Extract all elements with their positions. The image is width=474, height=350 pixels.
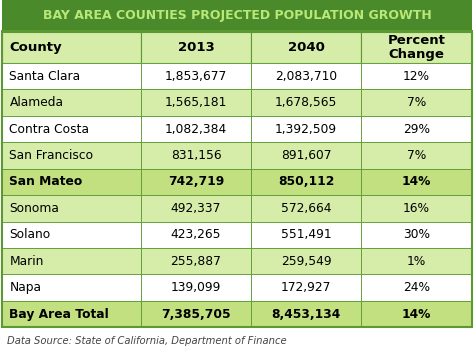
Text: 891,607: 891,607 xyxy=(281,149,331,162)
Text: Percent
Change: Percent Change xyxy=(388,34,446,61)
Bar xyxy=(141,142,251,169)
Text: 7%: 7% xyxy=(407,96,426,109)
Bar xyxy=(251,63,361,89)
Bar xyxy=(251,142,361,169)
Bar xyxy=(2,116,141,142)
Bar xyxy=(2,142,141,169)
Bar xyxy=(2,169,141,195)
Text: 8,453,134: 8,453,134 xyxy=(272,308,341,321)
Bar xyxy=(251,195,361,222)
Bar xyxy=(251,248,361,274)
Bar xyxy=(141,248,251,274)
Text: Marin: Marin xyxy=(9,255,44,268)
Text: 1,678,565: 1,678,565 xyxy=(275,96,337,109)
Text: 139,099: 139,099 xyxy=(171,281,221,294)
Text: Sonoma: Sonoma xyxy=(9,202,59,215)
Bar xyxy=(2,274,141,301)
Text: 742,719: 742,719 xyxy=(168,175,224,188)
Bar xyxy=(361,301,472,327)
Text: 1%: 1% xyxy=(407,255,426,268)
Bar xyxy=(2,248,141,274)
Bar xyxy=(251,274,361,301)
Bar xyxy=(361,169,472,195)
Text: 7,385,705: 7,385,705 xyxy=(161,308,231,321)
Text: 2040: 2040 xyxy=(288,41,325,54)
Bar xyxy=(2,63,141,89)
Bar xyxy=(141,195,251,222)
Bar xyxy=(251,90,361,116)
Bar xyxy=(141,63,251,89)
Bar xyxy=(361,116,472,142)
Bar xyxy=(251,169,361,195)
Text: 255,887: 255,887 xyxy=(171,255,221,268)
Text: San Francisco: San Francisco xyxy=(9,149,93,162)
Text: 423,265: 423,265 xyxy=(171,228,221,241)
Bar xyxy=(141,116,251,142)
Bar xyxy=(251,116,361,142)
Text: BAY AREA COUNTIES PROJECTED POPULATION GROWTH: BAY AREA COUNTIES PROJECTED POPULATION G… xyxy=(43,9,431,22)
Text: 30%: 30% xyxy=(403,228,430,241)
Bar xyxy=(2,0,472,32)
Text: 1,392,509: 1,392,509 xyxy=(275,122,337,135)
Text: 2,083,710: 2,083,710 xyxy=(275,70,337,83)
Text: 12%: 12% xyxy=(403,70,430,83)
Text: 14%: 14% xyxy=(402,308,431,321)
Bar xyxy=(141,274,251,301)
Text: 24%: 24% xyxy=(403,281,430,294)
Text: Napa: Napa xyxy=(9,281,41,294)
Bar xyxy=(361,222,472,248)
Text: County: County xyxy=(9,41,62,54)
Bar xyxy=(2,195,141,222)
Bar xyxy=(2,32,141,63)
Bar xyxy=(251,301,361,327)
Bar xyxy=(361,195,472,222)
Text: 572,664: 572,664 xyxy=(281,202,331,215)
Bar xyxy=(251,32,361,63)
Text: 1,853,677: 1,853,677 xyxy=(165,70,227,83)
Bar xyxy=(2,301,141,327)
Bar xyxy=(141,222,251,248)
Text: 850,112: 850,112 xyxy=(278,175,334,188)
Bar xyxy=(141,169,251,195)
Text: San Mateo: San Mateo xyxy=(9,175,82,188)
Text: Contra Costa: Contra Costa xyxy=(9,122,90,135)
Bar xyxy=(361,274,472,301)
Bar xyxy=(141,301,251,327)
Text: 16%: 16% xyxy=(403,202,430,215)
Bar xyxy=(361,248,472,274)
Text: 831,156: 831,156 xyxy=(171,149,221,162)
Text: 29%: 29% xyxy=(403,122,430,135)
Text: 492,337: 492,337 xyxy=(171,202,221,215)
Bar xyxy=(361,63,472,89)
Text: 1,082,384: 1,082,384 xyxy=(165,122,227,135)
Text: Alameda: Alameda xyxy=(9,96,64,109)
Bar xyxy=(361,90,472,116)
Text: Data Source: State of California, Department of Finance: Data Source: State of California, Depart… xyxy=(7,336,287,345)
Bar xyxy=(141,90,251,116)
Bar xyxy=(2,222,141,248)
Bar xyxy=(361,142,472,169)
Text: 2013: 2013 xyxy=(178,41,214,54)
Bar xyxy=(361,32,472,63)
Bar xyxy=(2,90,141,116)
Bar xyxy=(141,32,251,63)
Text: 551,491: 551,491 xyxy=(281,228,331,241)
Text: Santa Clara: Santa Clara xyxy=(9,70,81,83)
Text: 172,927: 172,927 xyxy=(281,281,331,294)
Text: 14%: 14% xyxy=(402,175,431,188)
Text: Solano: Solano xyxy=(9,228,51,241)
Bar xyxy=(251,222,361,248)
Bar xyxy=(2,32,472,327)
Text: 7%: 7% xyxy=(407,149,426,162)
Text: 1,565,181: 1,565,181 xyxy=(165,96,227,109)
Text: 259,549: 259,549 xyxy=(281,255,331,268)
Text: Bay Area Total: Bay Area Total xyxy=(9,308,109,321)
